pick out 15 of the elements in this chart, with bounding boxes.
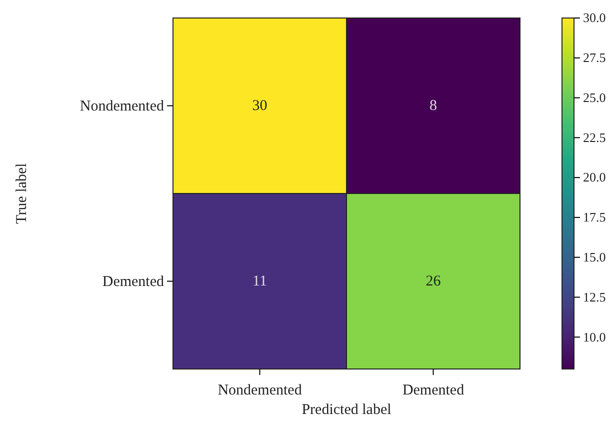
color-bar-label: 10.0 [583,329,606,344]
data-label: 26 [426,273,442,290]
color-bar-label: 25.0 [583,90,606,105]
x-axis-title: Predicted label [302,402,392,418]
color-bar-label: 12.5 [583,289,606,304]
color-bar-label: 22.5 [583,130,606,145]
color-bar-label: 20.0 [583,170,606,185]
data-label: 8 [430,98,437,114]
color-bar-label: 15.0 [583,249,606,264]
color-bar-label: 27.5 [583,50,606,66]
color-bar-label: 17.5 [583,210,606,225]
y-axis-title: True label [14,163,30,224]
data-label: 11 [252,273,267,290]
data-label: 30 [252,98,268,114]
color-bar-label: 30.0 [583,10,606,26]
